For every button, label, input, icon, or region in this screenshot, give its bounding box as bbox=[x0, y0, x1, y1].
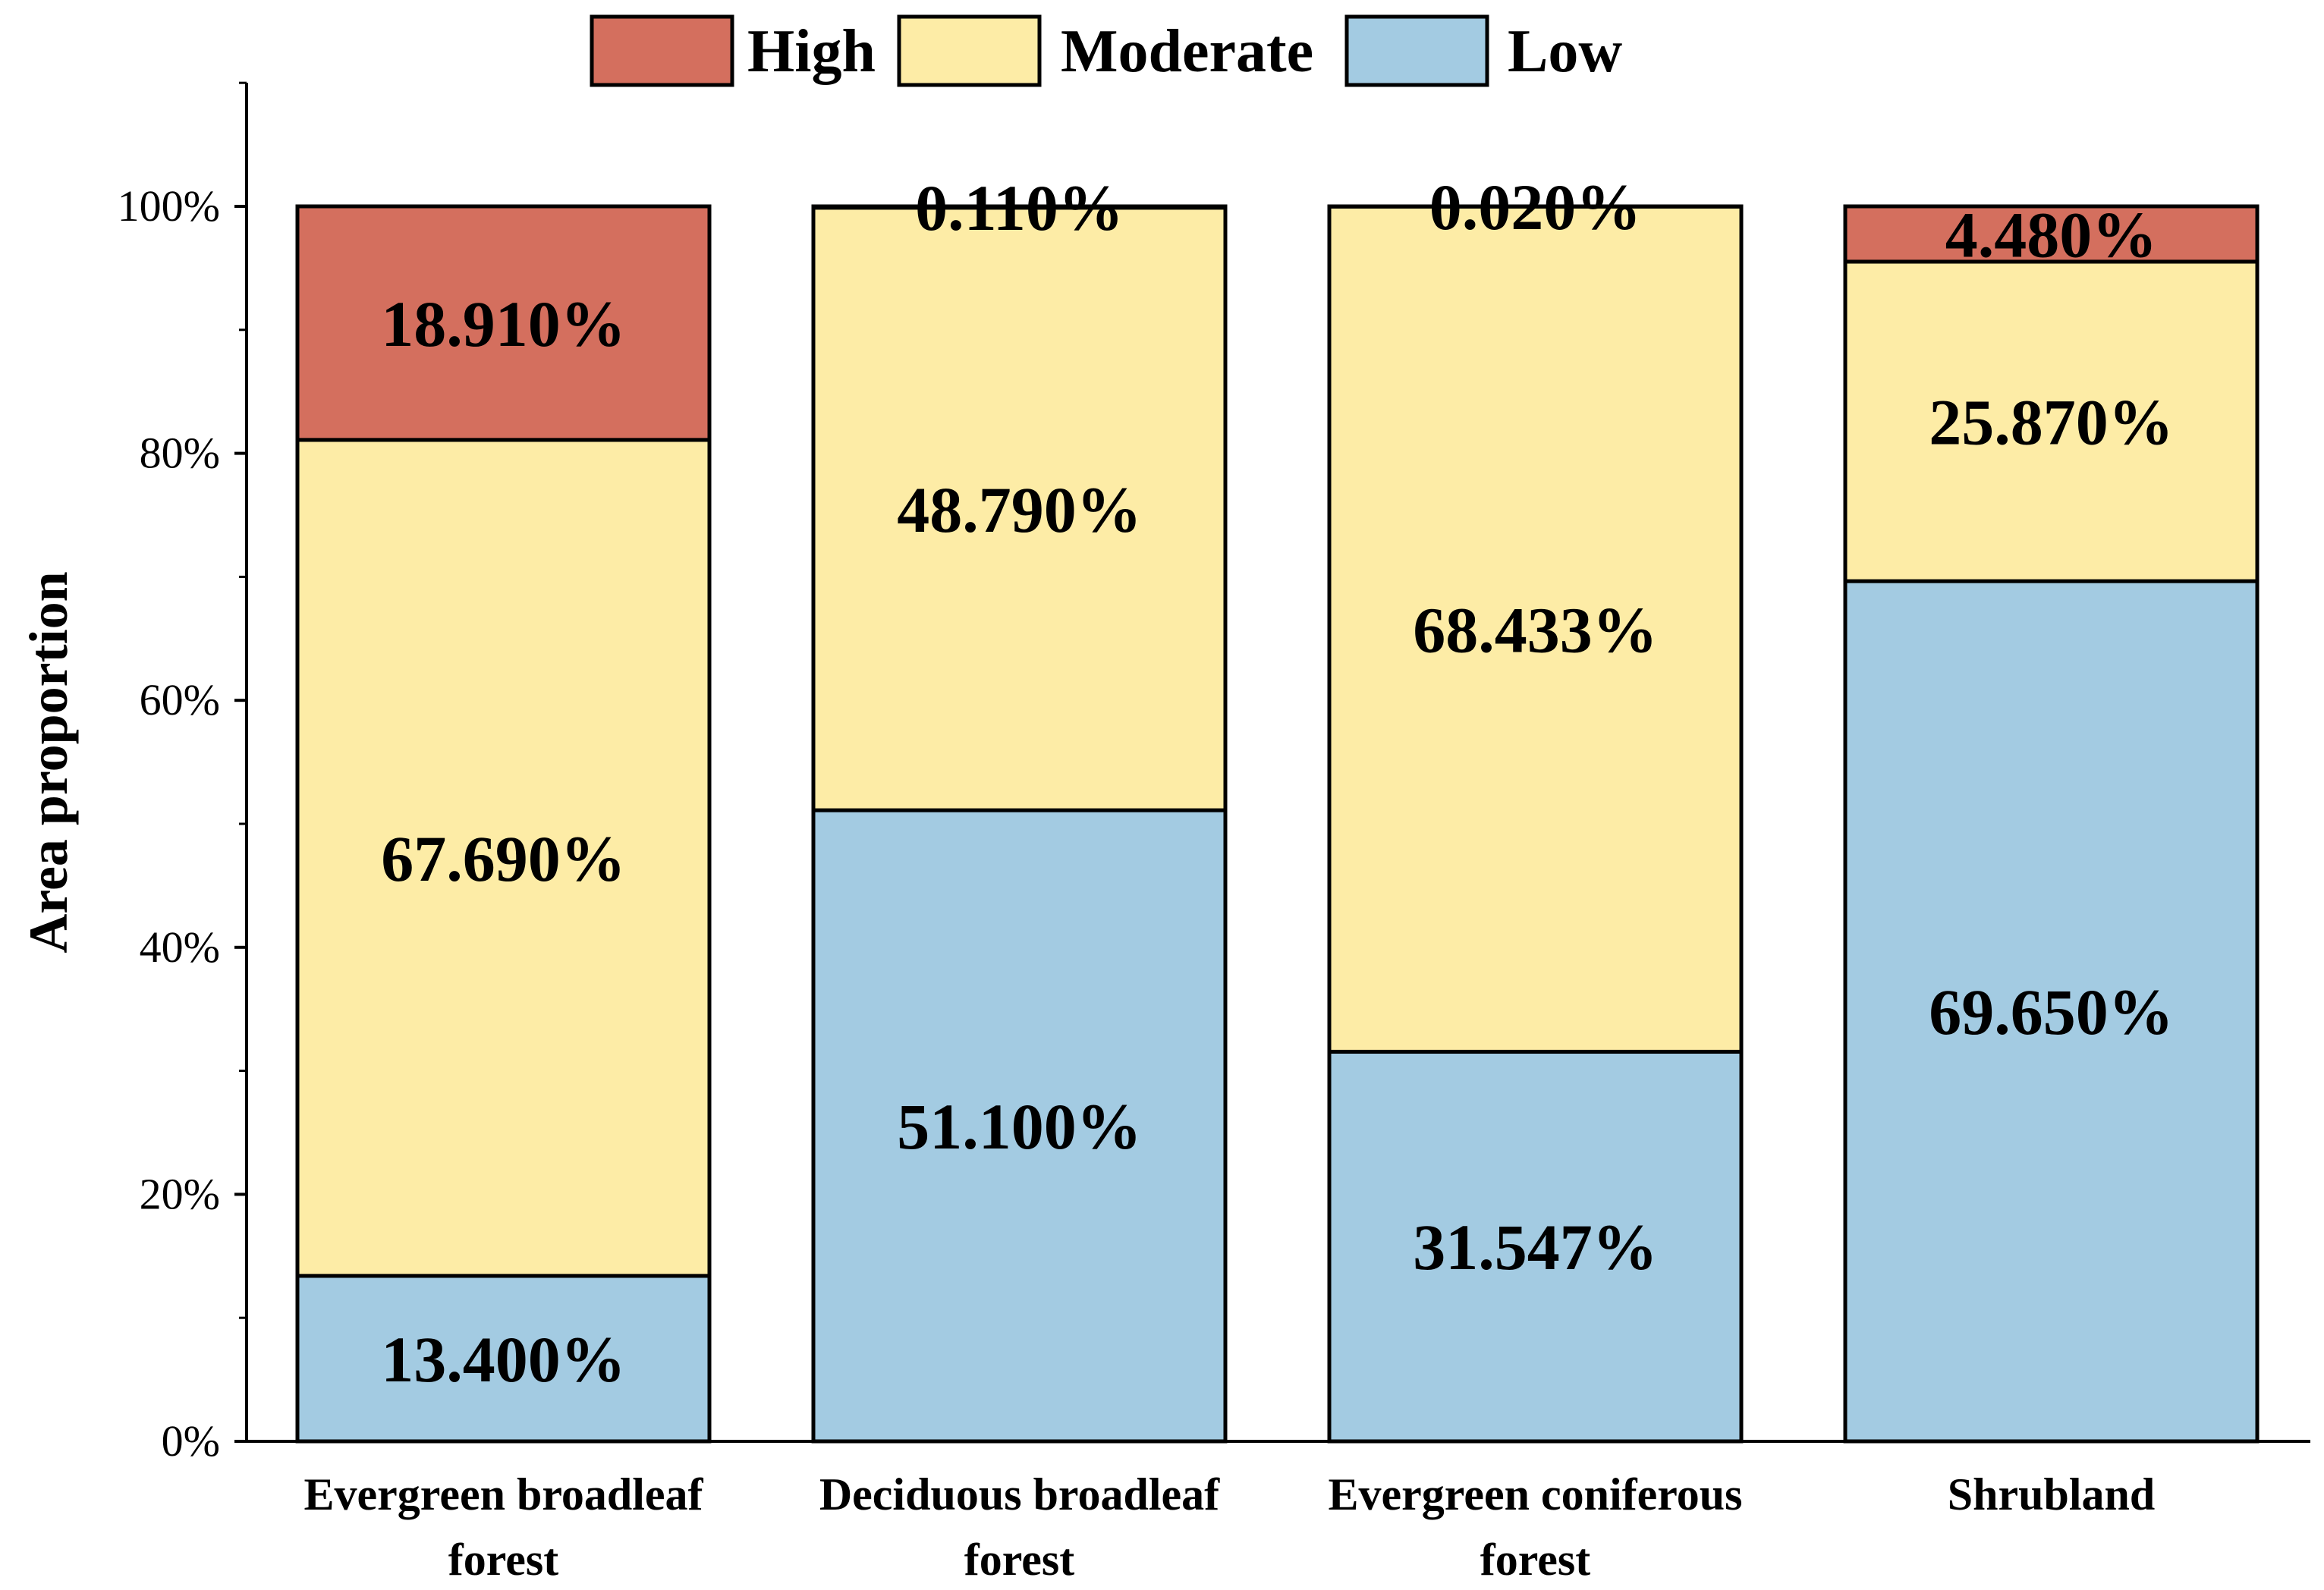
data-label-high-2: 0.020% bbox=[1429, 171, 1642, 244]
bar-segment-high-1 bbox=[811, 204, 1228, 210]
legend-label-low: Low bbox=[1508, 18, 1622, 85]
axes-layer: 0% 20% 40% 60% 80% 100% bbox=[118, 81, 2310, 1466]
x-category-label: forest bbox=[1480, 1535, 1591, 1585]
data-label-low-3: 69.650% bbox=[1929, 976, 2174, 1048]
y-tick-label: 40% bbox=[140, 922, 220, 972]
bar-segment-low-0 bbox=[295, 1274, 712, 1444]
legend-label-high: High bbox=[747, 18, 876, 85]
x-category-label: forest bbox=[448, 1535, 559, 1585]
bar-segment-low-1 bbox=[811, 808, 1228, 1444]
x-category-label: Shrubland bbox=[1948, 1469, 2156, 1519]
legend-swatch-high bbox=[590, 14, 734, 87]
y-tick-label: 0% bbox=[162, 1416, 220, 1466]
bar-segment-high-3 bbox=[1843, 204, 2260, 264]
legend-swatch-low bbox=[1344, 14, 1489, 87]
data-label-high-3: 4.480% bbox=[1945, 198, 2158, 271]
y-tick-label: 60% bbox=[140, 675, 220, 724]
legend-label-moderate: Moderate bbox=[1061, 18, 1313, 85]
y-tick-label: 20% bbox=[140, 1169, 220, 1218]
x-category-label: forest bbox=[964, 1535, 1075, 1585]
x-category-label: Evergreen coniferous bbox=[1328, 1469, 1742, 1519]
data-label-moderate-3: 25.870% bbox=[1929, 386, 2174, 459]
data-label-low-2: 31.547% bbox=[1413, 1211, 1658, 1284]
bars-layer bbox=[295, 204, 2260, 1444]
labels-layer: 13.400% 67.690% 18.910% 51.100% 48.790% 0.110… bbox=[303, 171, 2173, 1585]
legend: High Moderate Low bbox=[590, 14, 1622, 87]
data-label-moderate-2: 68.433% bbox=[1413, 593, 1658, 666]
bar-segment-moderate-1 bbox=[811, 206, 1228, 812]
bar-segment-moderate-3 bbox=[1843, 259, 2260, 583]
y-axis-title: Area proportion bbox=[18, 571, 79, 953]
legend-swatch-moderate bbox=[897, 14, 1042, 87]
data-label-high-0: 18.910% bbox=[381, 288, 626, 360]
bar-segment-moderate-0 bbox=[295, 438, 712, 1278]
data-label-moderate-1: 48.790% bbox=[897, 473, 1142, 546]
data-label-low-1: 51.100% bbox=[897, 1090, 1142, 1163]
data-label-low-0: 13.400% bbox=[381, 1323, 626, 1396]
bar-segment-high-0 bbox=[295, 204, 712, 442]
y-tick-label: 80% bbox=[140, 429, 220, 478]
data-label-moderate-0: 67.690% bbox=[381, 822, 626, 895]
bar-segment-low-2 bbox=[1327, 1049, 1744, 1444]
y-tick-label: 100% bbox=[118, 181, 220, 231]
x-category-label: Evergreen broadleaf bbox=[303, 1469, 703, 1519]
x-category-label: Deciduous broadleaf bbox=[819, 1469, 1220, 1519]
data-label-high-1: 0.110% bbox=[915, 171, 1124, 244]
bar-segment-moderate-2 bbox=[1327, 204, 1744, 1054]
